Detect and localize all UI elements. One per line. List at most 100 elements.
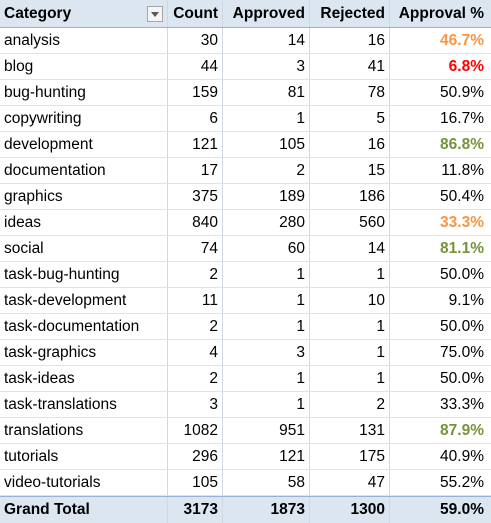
cell-rejected[interactable]: 175 — [310, 444, 390, 469]
cell-rejected[interactable]: 131 — [310, 418, 390, 443]
cell-count[interactable]: 2 — [168, 314, 223, 339]
cell-approval[interactable]: 50.4% — [440, 188, 484, 205]
cell-rejected[interactable]: 14 — [310, 236, 390, 261]
cell-approved[interactable]: 58 — [223, 470, 310, 495]
cell-approval[interactable]: 55.2% — [440, 474, 484, 491]
table-row: graphics 375 189 186 50.4% — [0, 184, 491, 210]
cell-approved[interactable]: 189 — [223, 184, 310, 209]
cell-approval[interactable]: 40.9% — [440, 448, 484, 465]
cell-approval[interactable]: 87.9% — [440, 422, 484, 439]
cell-category[interactable]: task-development — [0, 288, 168, 313]
cell-approved[interactable]: 1 — [223, 392, 310, 417]
cell-approved[interactable]: 1 — [223, 262, 310, 287]
cell-count[interactable]: 11 — [168, 288, 223, 313]
cell-category[interactable]: graphics — [0, 184, 168, 209]
cell-approval[interactable]: 46.7% — [440, 32, 484, 49]
table-row: documentation 17 2 15 11.8% — [0, 158, 491, 184]
cell-category[interactable]: task-translations — [0, 392, 168, 417]
cell-approval[interactable]: 50.0% — [440, 318, 484, 335]
header-category[interactable]: Category — [0, 0, 168, 27]
cell-rejected[interactable]: 1 — [310, 340, 390, 365]
cell-count[interactable]: 30 — [168, 28, 223, 53]
cell-approval[interactable]: 6.8% — [448, 58, 484, 75]
cell-count[interactable]: 1082 — [168, 418, 223, 443]
cell-count[interactable]: 105 — [168, 470, 223, 495]
cell-category[interactable]: tutorials — [0, 444, 168, 469]
cell-approved[interactable]: 1 — [223, 288, 310, 313]
cell-approved[interactable]: 2 — [223, 158, 310, 183]
cell-approval[interactable]: 50.0% — [440, 266, 484, 283]
cell-approved[interactable]: 105 — [223, 132, 310, 157]
cell-approval[interactable]: 50.0% — [440, 370, 484, 387]
cell-category[interactable]: video-tutorials — [0, 470, 168, 495]
cell-rejected[interactable]: 16 — [310, 132, 390, 157]
cell-approved[interactable]: 1 — [223, 106, 310, 131]
cell-count[interactable]: 3 — [168, 392, 223, 417]
cell-count[interactable]: 2 — [168, 262, 223, 287]
table-row: task-development 11 1 10 9.1% — [0, 288, 491, 314]
cell-category[interactable]: task-ideas — [0, 366, 168, 391]
cell-category[interactable]: task-documentation — [0, 314, 168, 339]
cell-approved[interactable]: 14 — [223, 28, 310, 53]
cell-category[interactable]: development — [0, 132, 168, 157]
cell-count[interactable]: 6 — [168, 106, 223, 131]
cell-rejected[interactable]: 16 — [310, 28, 390, 53]
cell-approved[interactable]: 3 — [223, 340, 310, 365]
cell-rejected[interactable]: 560 — [310, 210, 390, 235]
cell-count[interactable]: 2 — [168, 366, 223, 391]
cell-count[interactable]: 44 — [168, 54, 223, 79]
cell-rejected[interactable]: 1 — [310, 314, 390, 339]
cell-approval[interactable]: 86.8% — [440, 136, 484, 153]
cell-count[interactable]: 74 — [168, 236, 223, 261]
cell-count[interactable]: 375 — [168, 184, 223, 209]
cell-approval[interactable]: 33.3% — [440, 396, 484, 413]
table-row: task-bug-hunting 2 1 1 50.0% — [0, 262, 491, 288]
cell-category[interactable]: task-graphics — [0, 340, 168, 365]
cell-rejected[interactable]: 1 — [310, 366, 390, 391]
cell-approval[interactable]: 50.9% — [440, 84, 484, 101]
cell-approved[interactable]: 280 — [223, 210, 310, 235]
cell-category[interactable]: ideas — [0, 210, 168, 235]
cell-rejected[interactable]: 186 — [310, 184, 390, 209]
cell-rejected[interactable]: 5 — [310, 106, 390, 131]
cell-category[interactable]: bug-hunting — [0, 80, 168, 105]
cell-category[interactable]: blog — [0, 54, 168, 79]
cell-category[interactable]: documentation — [0, 158, 168, 183]
cell-approval[interactable]: 75.0% — [440, 344, 484, 361]
cell-category[interactable]: task-bug-hunting — [0, 262, 168, 287]
cell-category[interactable]: translations — [0, 418, 168, 443]
header-row: Category Count Approved Rejected Approva… — [0, 0, 491, 28]
cell-count[interactable]: 4 — [168, 340, 223, 365]
cell-approved[interactable]: 60 — [223, 236, 310, 261]
cell-approved[interactable]: 81 — [223, 80, 310, 105]
cell-rejected[interactable]: 15 — [310, 158, 390, 183]
cell-count[interactable]: 159 — [168, 80, 223, 105]
cell-approved[interactable]: 121 — [223, 444, 310, 469]
cell-category[interactable]: social — [0, 236, 168, 261]
cell-rejected[interactable]: 47 — [310, 470, 390, 495]
cell-count[interactable]: 17 — [168, 158, 223, 183]
table-row: blog 44 3 41 6.8% — [0, 54, 491, 80]
cell-approved[interactable]: 1 — [223, 366, 310, 391]
cell-rejected[interactable]: 2 — [310, 392, 390, 417]
cell-approved[interactable]: 1 — [223, 314, 310, 339]
cell-rejected[interactable]: 1 — [310, 262, 390, 287]
cell-approval[interactable]: 9.1% — [448, 292, 484, 309]
cell-approval[interactable]: 81.1% — [440, 240, 484, 257]
cell-rejected[interactable]: 10 — [310, 288, 390, 313]
cell-approved[interactable]: 3 — [223, 54, 310, 79]
table-row: analysis 30 14 16 46.7% — [0, 28, 491, 54]
cell-rejected[interactable]: 78 — [310, 80, 390, 105]
cell-approval[interactable]: 33.3% — [440, 214, 484, 231]
cell-count[interactable]: 840 — [168, 210, 223, 235]
filter-dropdown-icon[interactable] — [147, 5, 163, 22]
cell-rejected[interactable]: 41 — [310, 54, 390, 79]
cell-category[interactable]: analysis — [0, 28, 168, 53]
cell-count[interactable]: 296 — [168, 444, 223, 469]
cell-count[interactable]: 121 — [168, 132, 223, 157]
cell-approval[interactable]: 11.8% — [441, 162, 484, 179]
cell-approval[interactable]: 16.7% — [440, 110, 484, 127]
cell-approved[interactable]: 951 — [223, 418, 310, 443]
cell-category[interactable]: copywriting — [0, 106, 168, 131]
